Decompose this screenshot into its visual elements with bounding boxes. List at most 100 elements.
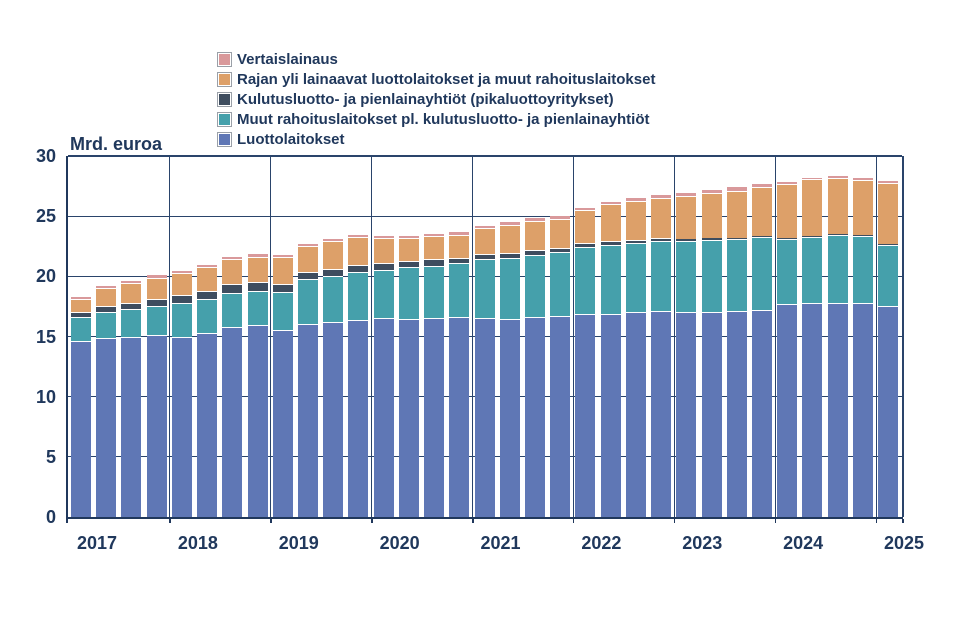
bar-segment <box>550 252 570 316</box>
legend-swatch <box>218 53 231 66</box>
x-tick-mark <box>902 519 904 523</box>
bar-segment <box>71 317 91 341</box>
bar-segment <box>575 247 595 314</box>
bar-segment <box>475 225 495 228</box>
bar-segment <box>197 267 217 291</box>
x-tick-label: 2019 <box>278 533 319 553</box>
bar-segment <box>727 186 747 191</box>
v-gridline <box>371 156 373 517</box>
bar-segment <box>323 241 343 269</box>
chart-legend: Vertaislainaus Rajan yli lainaavat luotto… <box>218 52 655 152</box>
bar-segment <box>727 311 747 517</box>
bar-segment <box>752 236 772 237</box>
bar-segment <box>500 319 520 517</box>
bar-segment <box>96 306 116 312</box>
bar-segment <box>802 178 822 179</box>
plot-right-border <box>902 156 904 517</box>
bar-segment <box>878 183 898 244</box>
bar-segment <box>399 261 419 267</box>
y-tick-label: 20 <box>35 266 56 287</box>
bar-segment <box>374 270 394 318</box>
bar-segment <box>550 316 570 517</box>
bar-segment <box>96 338 116 517</box>
v-gridline <box>673 156 675 517</box>
bar-segment <box>802 303 822 517</box>
legend-item: Vertaislainaus <box>218 52 655 67</box>
bar-segment <box>197 264 217 267</box>
bar-segment <box>147 299 167 306</box>
bar-segment <box>273 330 293 517</box>
bar-segment <box>702 312 722 517</box>
v-gridline <box>270 156 272 517</box>
bar-segment <box>626 197 646 201</box>
bar-segment <box>752 183 772 187</box>
bar-segment <box>348 265 368 272</box>
legend-label: Vertaislainaus <box>237 51 338 68</box>
bar-segment <box>197 299 217 333</box>
bar-segment <box>399 238 419 261</box>
x-tick-label: 2025 <box>884 533 925 553</box>
bar-segment <box>121 283 141 303</box>
bar-segment <box>878 181 898 183</box>
bar-segment <box>424 233 444 236</box>
bar-segment <box>702 189 722 193</box>
bar-segment <box>878 306 898 517</box>
bar-segment <box>147 274 167 278</box>
bar-segment <box>550 219 570 248</box>
y-tick-label: 10 <box>35 386 56 407</box>
bar-segment <box>601 314 621 517</box>
bar-segment <box>601 241 621 245</box>
bar-segment <box>374 318 394 517</box>
bar-segment <box>777 304 797 517</box>
bar-segment <box>449 263 469 317</box>
bar-segment <box>853 235 873 236</box>
bar-segment <box>172 273 192 295</box>
bar-segment <box>424 259 444 266</box>
bar-segment <box>248 282 268 291</box>
bar-segment <box>348 234 368 237</box>
h-gridline <box>68 215 902 217</box>
bar-segment <box>374 238 394 263</box>
bar-segment <box>147 306 167 335</box>
bar-segment <box>500 225 520 253</box>
bar-segment <box>853 180 873 235</box>
legend-label: Luottolaitokset <box>237 131 345 148</box>
bar-segment <box>475 318 495 517</box>
bar-segment <box>702 193 722 238</box>
bar-segment <box>449 235 469 258</box>
legend-item: Kulutusluotto- ja pienlainayhtiöt (pikal… <box>218 92 655 107</box>
bar-segment <box>575 314 595 517</box>
bar-segment <box>651 198 671 238</box>
bar-segment <box>424 236 444 259</box>
bar-segment <box>828 235 848 303</box>
bar-segment <box>96 285 116 288</box>
y-axis-line <box>66 156 68 520</box>
bar-segment <box>727 239 747 311</box>
bar-segment <box>626 240 646 243</box>
legend-swatch <box>218 93 231 106</box>
bar-segment <box>626 243 646 312</box>
legend-label: Kulutusluotto- ja pienlainayhtiöt (pikal… <box>237 91 614 108</box>
bar-segment <box>71 297 91 299</box>
bar-segment <box>298 279 318 324</box>
x-tick-label: 2024 <box>783 533 824 553</box>
bar-segment <box>828 234 848 235</box>
bar-segment <box>222 327 242 517</box>
bar-segment <box>626 201 646 240</box>
bar-segment <box>525 221 545 250</box>
bar-segment <box>323 238 343 241</box>
bar-segment <box>147 278 167 299</box>
bar-segment <box>702 240 722 312</box>
bar-segment <box>248 257 268 282</box>
x-tick-mark <box>673 519 676 523</box>
bar-segment <box>878 244 898 245</box>
x-tick-mark <box>270 519 272 523</box>
v-gridline <box>472 156 474 517</box>
x-axis-line <box>66 517 903 519</box>
bar-segment <box>828 176 848 178</box>
bar-segment <box>273 284 293 292</box>
bar-segment <box>222 293 242 327</box>
bar-segment <box>777 184 797 238</box>
v-gridline <box>774 156 776 517</box>
bar-segment <box>96 288 116 306</box>
